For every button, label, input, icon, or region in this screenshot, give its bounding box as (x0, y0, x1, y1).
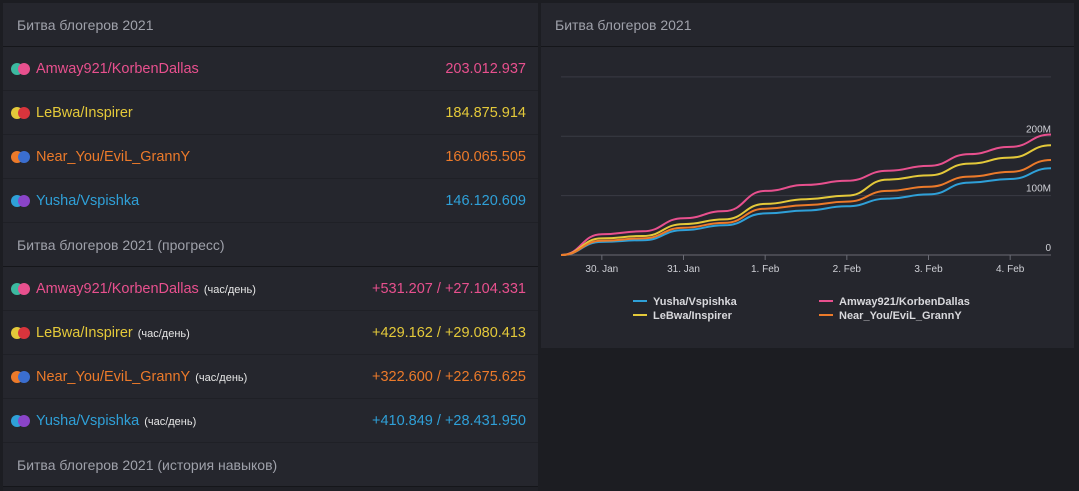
rate-suffix: (час/день) (203, 283, 256, 296)
totals-row: LeBwa/Inspirer 184.875.914 (3, 91, 538, 135)
totals-row: Amway921/KorbenDallas 203.012.937 (3, 47, 538, 91)
x-tick-label: 3. Feb (914, 264, 943, 275)
rate-suffix: (час/день) (195, 371, 248, 384)
x-tick-label: 2. Feb (833, 264, 862, 275)
team-name: LeBwa/Inspirer (36, 104, 133, 121)
team-dots-icon (11, 62, 33, 75)
rate-suffix: (час/день) (144, 415, 197, 428)
line-chart: 0 100M 200M 30. Jan 31. Jan 1. Feb 2. Feb 3. Fe… (560, 76, 1052, 322)
y-tick-label: 100M (1026, 184, 1051, 195)
chart-title: Битва блогеров 2021 (541, 3, 1074, 47)
team-dots-icon (11, 194, 33, 207)
y-tick-label: 200M (1026, 124, 1051, 135)
totals-row: Near_You/EviL_GrannY 160.065.505 (3, 135, 538, 179)
team-dots-icon (11, 106, 33, 119)
team-value: 184.875.914 (445, 104, 526, 121)
series-line (560, 167, 1052, 256)
series-line (560, 144, 1052, 256)
legend-label: LeBwa/Inspirer (653, 310, 733, 322)
progress-row: Amway921/KorbenDallas (час/день) +531.207 … (3, 267, 538, 311)
legend-label: Yusha/Vspishka (653, 296, 738, 308)
team-value: +429.162 / +29.080.413 (371, 324, 526, 341)
team-value: 203.012.937 (445, 60, 526, 77)
team-value: +531.207 / +27.104.331 (371, 280, 526, 297)
rate-suffix: (час/день) (137, 327, 190, 340)
team-name: Amway921/KorbenDallas (36, 60, 199, 77)
team-value: +322.600 / +22.675.625 (371, 368, 526, 385)
team-name: LeBwa/Inspirer (36, 324, 133, 341)
team-value: +410.849 / +28.431.950 (371, 412, 526, 429)
team-dots-icon (11, 326, 33, 339)
history-title: Битва блогеров 2021 (история навыков) (3, 443, 538, 487)
progress-row: Yusha/Vspishka (час/день) +410.849 / +28.4… (3, 399, 538, 443)
team-name: Near_You/EviL_GrannY (36, 148, 191, 165)
totals-title: Битва блогеров 2021 (3, 3, 538, 47)
team-dots-icon (11, 150, 33, 163)
y-tick-label: 0 (1045, 243, 1051, 254)
chart-panel: Битва блогеров 2021 0 100M 200M 30. Jan 31. … (541, 3, 1074, 348)
left-panel: Битва блогеров 2021 Amway921/KorbenDalla… (3, 3, 538, 491)
legend-label: Amway921/KorbenDallas (839, 296, 970, 308)
team-dots-icon (11, 370, 33, 383)
team-name: Yusha/Vspishka (36, 412, 140, 429)
x-tick-label: 4. Feb (996, 264, 1025, 275)
team-name: Near_You/EviL_GrannY (36, 368, 191, 385)
team-value: 146.120.609 (445, 192, 526, 209)
progress-list: Amway921/KorbenDallas (час/день) +531.207 … (3, 267, 538, 443)
team-name: Yusha/Vspishka (36, 192, 140, 209)
x-tick-label: 31. Jan (667, 264, 700, 275)
team-dots-icon (11, 282, 33, 295)
team-dots-icon (11, 414, 33, 427)
totals-list: Amway921/KorbenDallas 203.012.937 LeBwa/In… (3, 47, 538, 223)
progress-title: Битва блогеров 2021 (прогресс) (3, 223, 538, 267)
progress-row: LeBwa/Inspirer (час/день) +429.162 / +29.0… (3, 311, 538, 355)
totals-row: Yusha/Vspishka 146.120.609 (3, 179, 538, 223)
x-tick-label: 30. Jan (585, 264, 618, 275)
series-line (560, 133, 1052, 256)
x-tick-label: 1. Feb (751, 264, 780, 275)
legend-label: Near_You/EviL_GrannY (839, 310, 962, 322)
team-name: Amway921/KorbenDallas (36, 280, 199, 297)
series-line (560, 159, 1052, 256)
progress-row: Near_You/EviL_GrannY (час/день) +322.600 /… (3, 355, 538, 399)
team-value: 160.065.505 (445, 148, 526, 165)
